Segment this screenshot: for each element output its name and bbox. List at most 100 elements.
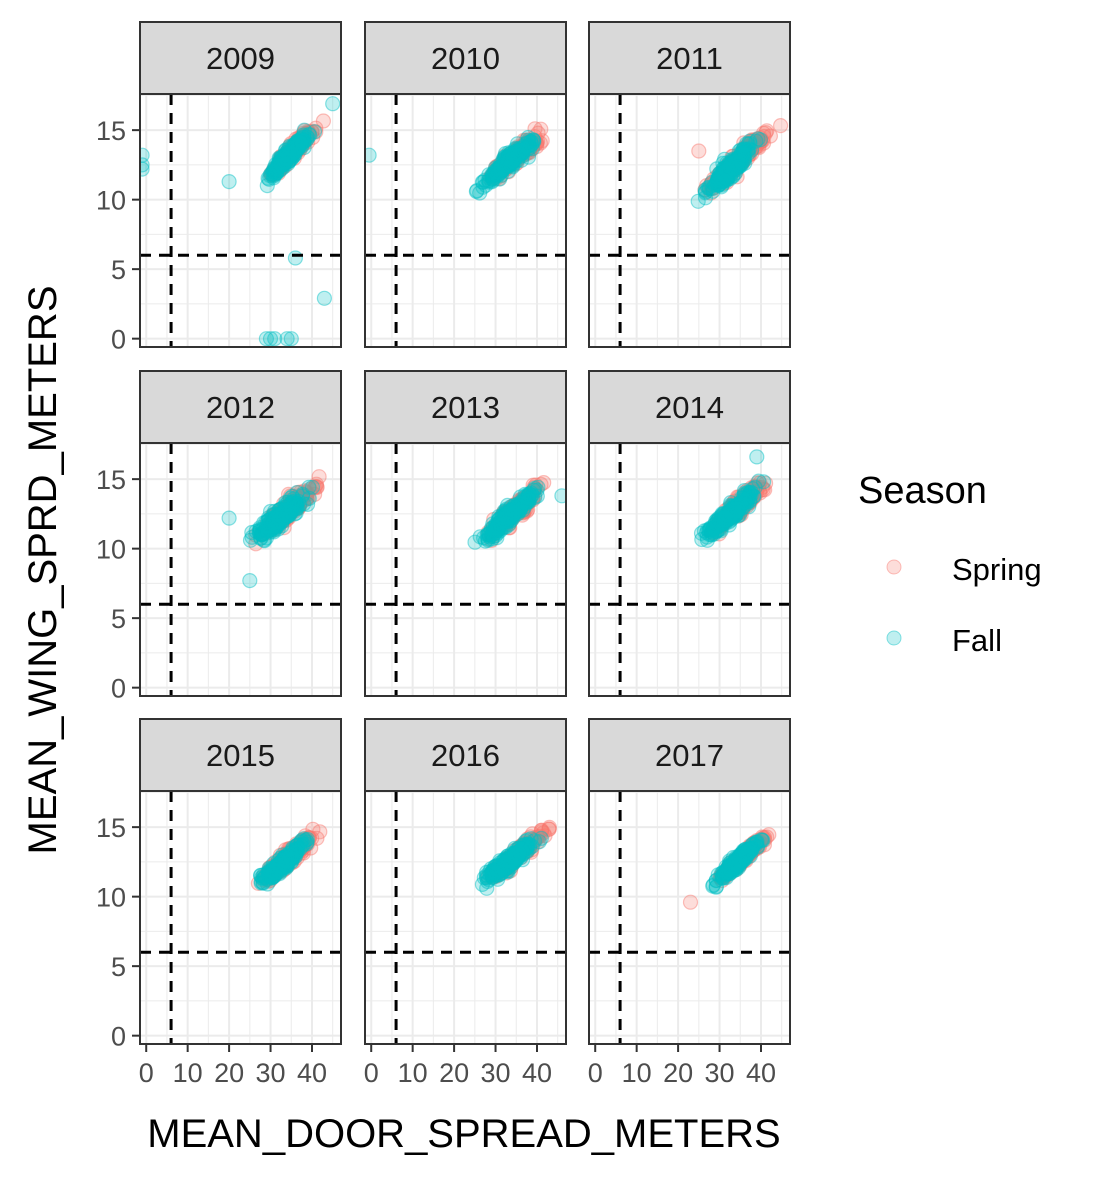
data-point xyxy=(744,136,761,152)
data-point xyxy=(291,131,307,147)
data-point xyxy=(503,154,519,170)
data-point xyxy=(719,163,735,179)
data-point xyxy=(277,151,293,167)
data-point xyxy=(276,152,292,168)
data-point xyxy=(753,134,769,150)
legend-label-fall: Fall xyxy=(952,623,1002,658)
data-point xyxy=(497,149,513,166)
data-point xyxy=(293,137,310,153)
data-point xyxy=(277,158,293,174)
data-point xyxy=(502,156,518,172)
panel-background xyxy=(140,94,341,347)
data-point xyxy=(292,133,308,149)
data-point xyxy=(290,138,306,154)
data-point xyxy=(273,149,289,165)
data-point xyxy=(501,154,517,170)
data-point xyxy=(294,134,310,150)
data-point xyxy=(526,133,542,149)
data-point xyxy=(485,171,501,187)
data-point xyxy=(741,145,757,161)
data-point xyxy=(502,146,518,162)
data-point xyxy=(510,149,526,165)
data-point xyxy=(278,143,294,159)
data-point xyxy=(508,149,524,165)
data-point xyxy=(720,166,737,182)
data-point xyxy=(503,149,520,165)
data-point xyxy=(494,159,510,175)
data-point xyxy=(504,153,520,169)
data-point xyxy=(514,148,531,164)
data-point xyxy=(515,143,532,159)
data-point xyxy=(505,149,521,165)
data-point xyxy=(491,160,507,176)
data-point xyxy=(520,491,536,507)
data-point xyxy=(502,152,518,168)
data-point xyxy=(735,152,752,168)
data-point xyxy=(727,158,743,174)
data-point xyxy=(724,156,740,172)
data-point xyxy=(518,136,534,152)
data-point xyxy=(291,138,307,154)
data-point xyxy=(513,147,529,163)
data-point xyxy=(500,149,516,165)
data-point xyxy=(276,159,292,175)
data-point xyxy=(497,148,513,164)
data-point xyxy=(300,123,316,139)
data-point xyxy=(484,168,500,184)
data-point xyxy=(288,140,304,156)
data-point xyxy=(468,183,484,200)
data-point xyxy=(284,147,300,163)
data-point xyxy=(279,150,295,166)
data-point xyxy=(496,159,512,175)
data-point xyxy=(729,152,746,168)
data-point xyxy=(733,147,749,163)
data-point xyxy=(289,143,305,159)
data-point xyxy=(717,164,733,180)
y-tick-label: 15 xyxy=(96,813,126,843)
y-tick-label: 0 xyxy=(111,325,126,355)
data-point xyxy=(287,142,303,158)
data-point xyxy=(716,164,732,180)
data-point xyxy=(294,133,310,150)
data-point xyxy=(294,131,310,147)
data-point xyxy=(277,153,293,169)
data-point xyxy=(507,145,523,161)
data-point xyxy=(513,147,530,163)
data-point xyxy=(522,136,538,152)
data-point xyxy=(289,135,305,151)
data-point xyxy=(281,147,297,163)
data-point xyxy=(737,142,753,158)
data-point xyxy=(482,170,498,186)
data-point xyxy=(523,133,539,150)
data-point xyxy=(289,134,305,150)
data-point xyxy=(301,125,317,141)
data-point xyxy=(722,163,739,179)
data-point xyxy=(272,161,288,177)
data-point xyxy=(521,134,537,150)
data-point xyxy=(506,155,522,171)
data-point xyxy=(298,133,314,149)
data-point xyxy=(746,132,763,148)
data-point xyxy=(267,167,283,183)
data-point xyxy=(743,141,759,157)
facet-strip-label: 2012 xyxy=(206,390,275,425)
data-point xyxy=(507,142,523,158)
data-point xyxy=(518,136,534,152)
data-point xyxy=(294,136,310,153)
data-point xyxy=(747,137,763,153)
data-point xyxy=(496,149,512,165)
data-point xyxy=(718,173,734,189)
data-point xyxy=(498,150,514,166)
data-point xyxy=(495,151,511,167)
data-point xyxy=(290,137,306,153)
data-point xyxy=(723,156,740,172)
data-point xyxy=(520,141,536,157)
data-point xyxy=(518,137,534,153)
data-point xyxy=(502,145,518,161)
data-point xyxy=(512,146,528,162)
data-point xyxy=(504,158,520,174)
data-point xyxy=(298,129,314,145)
data-point xyxy=(292,137,308,153)
data-point xyxy=(271,159,287,175)
data-point xyxy=(272,162,288,178)
